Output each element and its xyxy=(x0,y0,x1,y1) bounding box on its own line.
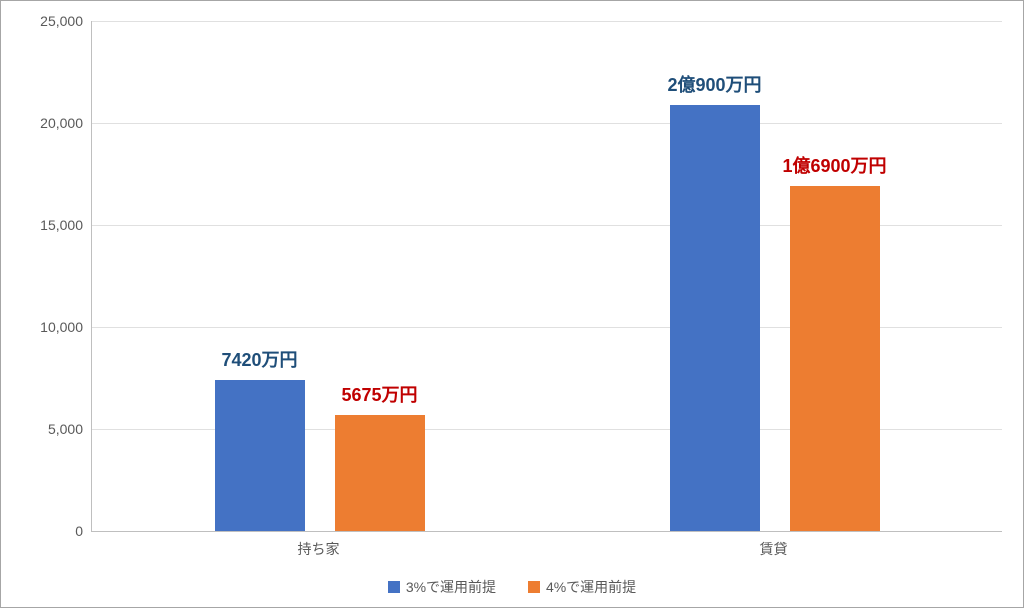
legend: 3%で運用前提 4%で運用前提 xyxy=(1,577,1023,597)
bar-value-label: 1億6900万円 xyxy=(782,152,886,178)
ytick-label: 15,000 xyxy=(13,217,83,233)
legend-item-series2: 4%で運用前提 xyxy=(528,577,636,597)
legend-swatch-series2 xyxy=(528,581,540,593)
ytick-label: 10,000 xyxy=(13,319,83,335)
bar-value-label: 2億900万円 xyxy=(667,71,761,97)
gridline xyxy=(92,123,1002,124)
legend-swatch-series1 xyxy=(388,581,400,593)
ytick-label: 25,000 xyxy=(13,13,83,29)
ytick-label: 20,000 xyxy=(13,115,83,131)
legend-label-series1: 3%で運用前提 xyxy=(406,577,496,597)
plot-area: 7420万円 5675万円 2億900万円 1億6900万円 xyxy=(91,21,1002,532)
bar-value-label: 5675万円 xyxy=(341,381,417,407)
bar xyxy=(670,105,760,531)
legend-label-series2: 4%で運用前提 xyxy=(546,577,636,597)
xtick-label: 持ち家 xyxy=(298,539,340,559)
bar xyxy=(215,380,305,531)
bar-value-label: 7420万円 xyxy=(221,346,297,372)
ytick-label: 5,000 xyxy=(13,421,83,437)
bar xyxy=(335,415,425,531)
gridline xyxy=(92,21,1002,22)
bar xyxy=(790,186,880,531)
legend-item-series1: 3%で運用前提 xyxy=(388,577,496,597)
chart-container: 7420万円 5675万円 2億900万円 1億6900万円 0 5,000 10,000… xyxy=(0,0,1024,608)
ytick-label: 0 xyxy=(13,523,83,539)
xtick-label: 賃貸 xyxy=(760,539,788,559)
